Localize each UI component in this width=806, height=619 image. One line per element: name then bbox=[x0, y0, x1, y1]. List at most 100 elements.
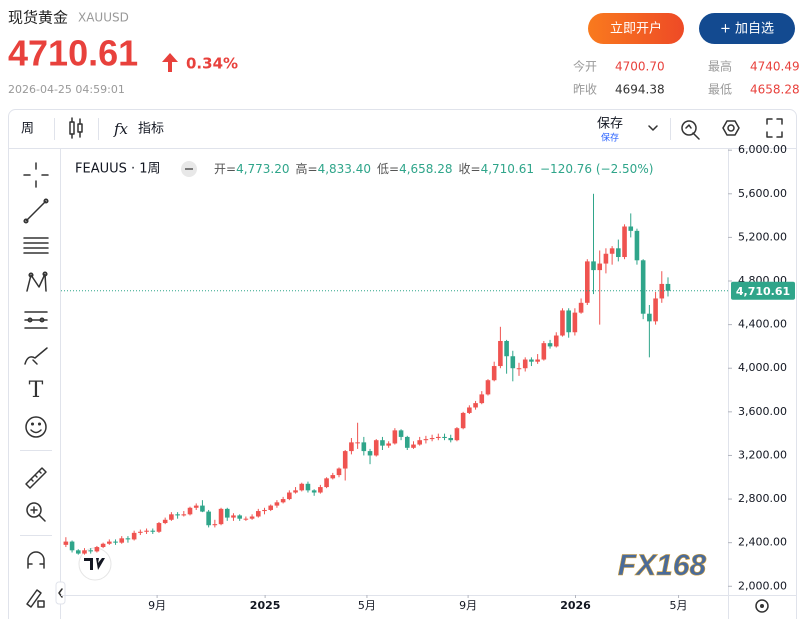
candle-body bbox=[311, 490, 317, 493]
candle-body bbox=[547, 343, 553, 347]
candle-body bbox=[255, 511, 261, 517]
series-title: FEAUUS · 1周 bbox=[75, 162, 161, 177]
prediction-tool[interactable] bbox=[24, 311, 48, 329]
interval-button[interactable]: 周 bbox=[21, 122, 34, 137]
up-arrow bbox=[162, 53, 178, 72]
candle-body bbox=[597, 263, 603, 271]
price: 4710.61 bbox=[8, 33, 138, 74]
candle-body bbox=[386, 443, 391, 446]
stat-value: 4694.38 bbox=[615, 83, 665, 97]
candle-body bbox=[119, 538, 125, 543]
stat-value: 4700.70 bbox=[615, 60, 665, 74]
candle-body bbox=[181, 514, 187, 516]
candle-body bbox=[336, 468, 342, 476]
chart-settings[interactable] bbox=[755, 599, 769, 613]
candle-body bbox=[299, 483, 305, 491]
change-pct: 0.34% bbox=[186, 55, 238, 73]
candle-body bbox=[138, 531, 143, 533]
save-button[interactable]: 保存 bbox=[597, 117, 623, 132]
candle-body bbox=[504, 340, 509, 357]
candle-body bbox=[293, 490, 298, 493]
indicators-button[interactable]: 指标 bbox=[138, 122, 164, 137]
settings-icon[interactable] bbox=[722, 120, 740, 136]
y-tick-label: 4,400.00 bbox=[738, 318, 787, 331]
button-label: 立即开户 bbox=[610, 21, 662, 37]
candle-body bbox=[224, 508, 230, 518]
candle-body bbox=[485, 380, 491, 395]
candle-body bbox=[367, 451, 373, 456]
candle-body bbox=[491, 366, 497, 381]
candle-body bbox=[653, 298, 658, 322]
candle-body bbox=[187, 507, 193, 515]
y-tick-label: 3,200.00 bbox=[738, 448, 787, 461]
candle-body bbox=[94, 547, 100, 552]
candle-body bbox=[324, 478, 329, 488]
legend-change: −120.76 (−2.50%) bbox=[540, 162, 653, 176]
candle-body bbox=[144, 530, 149, 532]
fx-icon[interactable]: fx bbox=[113, 120, 129, 138]
candle-type-icon[interactable] bbox=[69, 117, 83, 139]
candle-body bbox=[473, 403, 478, 408]
candle-body bbox=[392, 430, 398, 444]
plot: 2,000.00 2,400.00 2,800.00 3,200.00 3,600.00… bbox=[61, 143, 795, 612]
hide-indicator-button[interactable] bbox=[181, 161, 197, 177]
y-tick-label: 5,600.00 bbox=[738, 187, 787, 200]
candle-body bbox=[380, 440, 385, 446]
fib-tool[interactable] bbox=[23, 237, 49, 254]
y-tick-label: 6,000.00 bbox=[738, 143, 787, 156]
brush-tool[interactable] bbox=[24, 347, 48, 365]
stat-label: 最高 bbox=[708, 59, 732, 74]
candle-body bbox=[280, 499, 286, 503]
candle-body bbox=[411, 444, 416, 448]
chart-frame bbox=[8, 109, 797, 619]
candle-body bbox=[268, 505, 274, 510]
candle-body bbox=[622, 226, 627, 258]
collapse-tab[interactable] bbox=[55, 581, 66, 605]
candle-body bbox=[100, 543, 106, 548]
y-tick-label: 2,400.00 bbox=[738, 536, 787, 549]
y-tick-label: 5,200.00 bbox=[738, 230, 787, 243]
candle-body bbox=[665, 283, 671, 291]
emoji-tool[interactable] bbox=[25, 416, 47, 438]
timestamp: 2026-04-25 04:59:01 bbox=[8, 83, 125, 96]
candle-body bbox=[541, 343, 547, 360]
candle-body bbox=[591, 261, 596, 271]
pattern-tool[interactable] bbox=[26, 271, 48, 292]
stat-label: 最低 bbox=[708, 83, 732, 97]
watchlist-button[interactable]: + 加自选 bbox=[699, 13, 795, 44]
candle-body bbox=[566, 310, 571, 333]
asset-symbol: XAUUSD bbox=[78, 11, 129, 25]
magnet-tool[interactable] bbox=[27, 551, 45, 569]
candle-body bbox=[150, 530, 156, 532]
lock-draw-tool[interactable] bbox=[26, 589, 45, 608]
candle-body bbox=[584, 261, 590, 303]
save-menu-chevron[interactable] bbox=[648, 125, 658, 131]
candle-body bbox=[616, 248, 621, 258]
candle-body bbox=[479, 394, 485, 404]
button-label: + 加自选 bbox=[720, 22, 774, 37]
candle-body bbox=[69, 541, 75, 551]
open-account-button[interactable]: 立即开户 bbox=[588, 13, 684, 44]
candle-body bbox=[274, 502, 280, 506]
candle-body bbox=[125, 538, 131, 540]
candle-body bbox=[218, 508, 224, 525]
ruler-tool[interactable] bbox=[25, 467, 47, 489]
stats: 今开 4700.70 最高 4740.49 昨收 4694.38 最低 4658.28 bbox=[573, 59, 800, 97]
candle-body bbox=[231, 515, 236, 518]
legend-label: 高= bbox=[296, 161, 318, 176]
fullscreen-icon[interactable] bbox=[766, 118, 783, 138]
button-bg bbox=[588, 13, 684, 44]
last-price-box bbox=[731, 281, 795, 300]
candle-body bbox=[156, 523, 162, 532]
trendline-tool[interactable] bbox=[23, 198, 49, 224]
crosshair-tool[interactable] bbox=[23, 162, 49, 188]
text-tool[interactable]: T bbox=[29, 378, 44, 403]
legend-label: 开= bbox=[214, 162, 236, 176]
candle-body bbox=[243, 518, 249, 520]
alert-icon[interactable] bbox=[681, 120, 700, 140]
zoom-tool[interactable] bbox=[26, 502, 46, 522]
candle-body bbox=[436, 436, 441, 439]
candle-body bbox=[560, 310, 565, 336]
legend-value: 4,658.28 bbox=[399, 162, 452, 176]
